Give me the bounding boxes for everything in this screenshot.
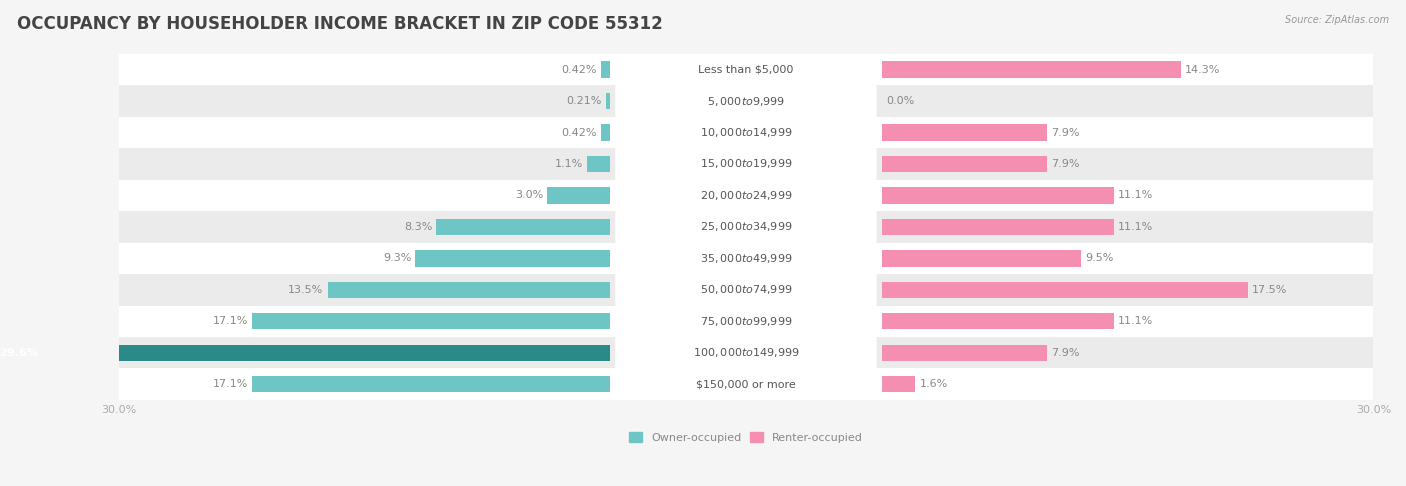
- Bar: [118, 306, 1374, 337]
- Text: 11.1%: 11.1%: [1118, 316, 1153, 326]
- Bar: [252, 376, 610, 392]
- FancyBboxPatch shape: [616, 243, 877, 275]
- Text: $50,000 to $74,999: $50,000 to $74,999: [700, 283, 792, 296]
- Text: $5,000 to $9,999: $5,000 to $9,999: [707, 95, 785, 107]
- Bar: [882, 61, 1181, 78]
- Text: OCCUPANCY BY HOUSEHOLDER INCOME BRACKET IN ZIP CODE 55312: OCCUPANCY BY HOUSEHOLDER INCOME BRACKET …: [17, 15, 662, 33]
- Bar: [882, 250, 1081, 266]
- Bar: [882, 345, 1047, 361]
- FancyBboxPatch shape: [616, 117, 877, 149]
- Bar: [118, 337, 1374, 368]
- Text: 0.21%: 0.21%: [567, 96, 602, 106]
- Bar: [547, 187, 610, 204]
- Text: 29.6%: 29.6%: [0, 347, 38, 358]
- Text: 8.3%: 8.3%: [404, 222, 432, 232]
- Bar: [882, 187, 1114, 204]
- FancyBboxPatch shape: [616, 305, 877, 337]
- Text: 0.42%: 0.42%: [561, 127, 598, 138]
- FancyBboxPatch shape: [616, 53, 877, 86]
- Text: Source: ZipAtlas.com: Source: ZipAtlas.com: [1285, 15, 1389, 25]
- Text: 1.6%: 1.6%: [920, 379, 948, 389]
- Bar: [882, 281, 1249, 298]
- Bar: [416, 250, 610, 266]
- Bar: [882, 219, 1114, 235]
- Text: $25,000 to $34,999: $25,000 to $34,999: [700, 220, 792, 233]
- FancyBboxPatch shape: [616, 179, 877, 211]
- Text: 9.5%: 9.5%: [1085, 253, 1114, 263]
- Text: $75,000 to $99,999: $75,000 to $99,999: [700, 315, 792, 328]
- Bar: [602, 124, 610, 140]
- FancyBboxPatch shape: [616, 211, 877, 243]
- Text: 0.0%: 0.0%: [886, 96, 914, 106]
- Text: 11.1%: 11.1%: [1118, 222, 1153, 232]
- Bar: [118, 274, 1374, 306]
- Text: 17.5%: 17.5%: [1253, 285, 1288, 295]
- Bar: [118, 54, 1374, 86]
- Text: 1.1%: 1.1%: [554, 159, 583, 169]
- Bar: [118, 243, 1374, 274]
- FancyBboxPatch shape: [616, 85, 877, 117]
- Bar: [118, 117, 1374, 148]
- Bar: [328, 281, 610, 298]
- Text: $20,000 to $24,999: $20,000 to $24,999: [700, 189, 792, 202]
- Text: $150,000 or more: $150,000 or more: [696, 379, 796, 389]
- Bar: [602, 61, 610, 78]
- Text: 7.9%: 7.9%: [1052, 347, 1080, 358]
- Text: 3.0%: 3.0%: [515, 191, 543, 200]
- Text: 0.42%: 0.42%: [561, 65, 598, 75]
- FancyBboxPatch shape: [616, 337, 877, 369]
- Bar: [882, 313, 1114, 330]
- Bar: [436, 219, 610, 235]
- Legend: Owner-occupied, Renter-occupied: Owner-occupied, Renter-occupied: [628, 433, 863, 443]
- FancyBboxPatch shape: [616, 368, 877, 400]
- Bar: [882, 156, 1047, 172]
- Text: 11.1%: 11.1%: [1118, 191, 1153, 200]
- Text: Less than $5,000: Less than $5,000: [699, 65, 793, 75]
- Text: 17.1%: 17.1%: [212, 379, 249, 389]
- Text: 17.1%: 17.1%: [212, 316, 249, 326]
- Bar: [118, 180, 1374, 211]
- Bar: [118, 86, 1374, 117]
- Text: $35,000 to $49,999: $35,000 to $49,999: [700, 252, 792, 265]
- Text: $100,000 to $149,999: $100,000 to $149,999: [693, 346, 799, 359]
- Text: 7.9%: 7.9%: [1052, 127, 1080, 138]
- Bar: [0, 345, 610, 361]
- Text: $10,000 to $14,999: $10,000 to $14,999: [700, 126, 792, 139]
- Bar: [118, 211, 1374, 243]
- Bar: [252, 313, 610, 330]
- Bar: [882, 124, 1047, 140]
- Text: 7.9%: 7.9%: [1052, 159, 1080, 169]
- FancyBboxPatch shape: [616, 274, 877, 306]
- Text: $15,000 to $19,999: $15,000 to $19,999: [700, 157, 792, 171]
- Bar: [586, 156, 610, 172]
- Bar: [606, 93, 610, 109]
- Text: 13.5%: 13.5%: [288, 285, 323, 295]
- Text: 14.3%: 14.3%: [1185, 65, 1220, 75]
- Bar: [118, 368, 1374, 400]
- Bar: [118, 148, 1374, 180]
- FancyBboxPatch shape: [616, 148, 877, 180]
- Text: 9.3%: 9.3%: [382, 253, 412, 263]
- Bar: [882, 376, 915, 392]
